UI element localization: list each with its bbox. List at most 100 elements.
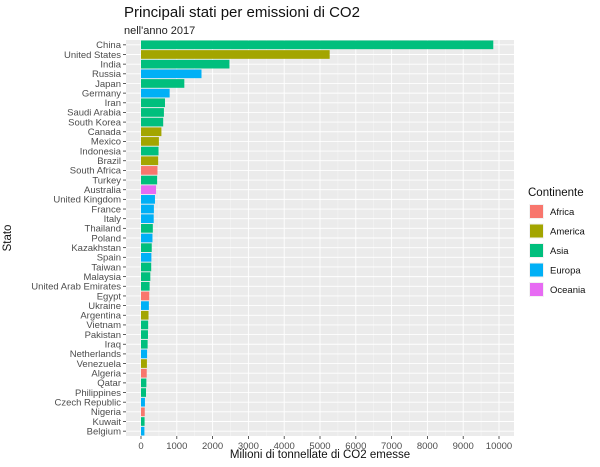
bar-india [141,59,230,69]
y-tick-label: Spain [97,253,121,264]
bar-kuwait [141,417,145,426]
bar-pakistan [141,330,148,339]
y-tick-label: United Arab Emirates [31,282,121,293]
legend: Africa America Asia Europa Oceania [529,204,586,297]
y-tick-label: Kazakhstan [71,243,121,254]
x-tick-label: 6000 [345,441,366,452]
chart-title: Principali stati per emissioni di CO2 [124,4,360,21]
y-tick-label: Saudi Arabia [67,108,122,119]
bar-united-states [141,50,330,59]
y-tick-label: Czech Republic [54,397,121,408]
x-tick-label: 1000 [166,441,187,452]
bar-ukraine [141,301,149,310]
legend-label-asia: Asia [550,246,569,257]
y-tick-label: United Kingdom [53,195,121,206]
bar-japan [141,79,185,88]
bar-iran [141,98,165,108]
x-axis-title: Milioni di tonnellate di CO2 emesse [230,449,410,461]
y-tick-label: Italy [104,214,122,225]
bar-turkey [141,175,158,185]
bar-argentina [141,310,149,320]
bar-south-korea [141,117,164,127]
y-tick-label: Iraq [105,340,121,351]
bar-china [141,40,494,50]
bar-czech-republic [141,397,145,407]
y-tick-label: South Africa [70,166,122,177]
legend-title: Continente [528,187,584,199]
bar-mexico [141,137,159,146]
bar-venezuela [141,359,147,368]
grid-layer [126,40,514,436]
bar-canada [141,127,162,137]
legend-label-africa: Africa [550,207,575,218]
x-tick-label: 5000 [309,441,330,452]
bar-united-arab-emirates [141,281,150,291]
bar-qatar [141,378,147,388]
bar-south-africa [141,166,158,175]
bar-brazil [141,156,159,166]
bar-taiwan [141,262,152,272]
legend-swatch-oceania [530,283,543,296]
y-tick-label: Qatar [97,378,121,389]
bar-algeria [141,368,147,378]
y-tick-label: South Korea [68,117,122,128]
bar-russia [141,69,202,79]
y-tick-label: United States [64,50,121,61]
x-tick-label: 7000 [381,441,402,452]
bar-united-kingdom [141,195,155,204]
x-tick-label: 2000 [202,441,223,452]
y-tick-label: Netherlands [70,349,121,360]
x-axis-ticks: 0 1000 2000 3000 4000 5000 6000 7000 8000 9000 100… [138,436,512,452]
y-axis-title: Stato [2,225,14,252]
y-tick-label: Canada [88,127,122,138]
y-tick-label: Indonesia [80,146,122,157]
y-tick-label: China [96,40,122,51]
bar-egypt [141,291,150,301]
y-tick-label: Kuwait [92,417,121,428]
y-tick-label: Ukraine [88,301,121,312]
y-tick-label: Egypt [97,291,122,302]
bar-spain [141,252,152,262]
bar-philippines [141,388,147,397]
y-tick-label: Belgium [87,426,121,437]
y-tick-label: Turkey [92,175,121,186]
y-tick-label: France [91,204,121,215]
x-tick-label: 10000 [486,441,512,452]
bar-germany [141,88,170,98]
bar-kazakhstan [141,243,152,253]
x-tick-label: 9000 [453,441,474,452]
bar-nigeria [141,407,145,417]
y-tick-label: Malaysia [84,272,122,283]
bar-iraq [141,339,148,349]
bar-saudi-arabia [141,108,164,117]
bar-france [141,204,154,214]
legend-swatch-europa [530,263,543,277]
bar-italy [141,214,154,224]
y-tick-label: Pakistan [85,330,121,341]
y-tick-label: Algeria [91,369,121,380]
bar-thailand [141,223,153,233]
y-tick-label: Nigeria [91,407,122,418]
bar-poland [141,233,153,243]
y-tick-label: Argentina [80,311,121,322]
legend-swatch-africa [530,205,543,218]
y-tick-label: India [100,59,121,70]
bar-indonesia [141,146,159,156]
x-tick-label: 4000 [274,441,295,452]
y-tick-label: Brazil [97,156,121,167]
x-tick-label: 0 [138,441,143,452]
x-tick-label: 8000 [417,441,438,452]
y-tick-label: Venezuela [77,359,122,370]
chart-subtitle: nell'anno 2017 [124,25,195,37]
y-tick-label: Australia [84,185,122,196]
legend-swatch-asia [530,244,543,257]
y-tick-label: Thailand [85,224,121,235]
legend-label-europa: Europa [550,265,581,276]
bars-layer [141,40,494,436]
bar-belgium [141,426,145,436]
bar-australia [141,185,157,195]
bar-netherlands [141,349,148,359]
